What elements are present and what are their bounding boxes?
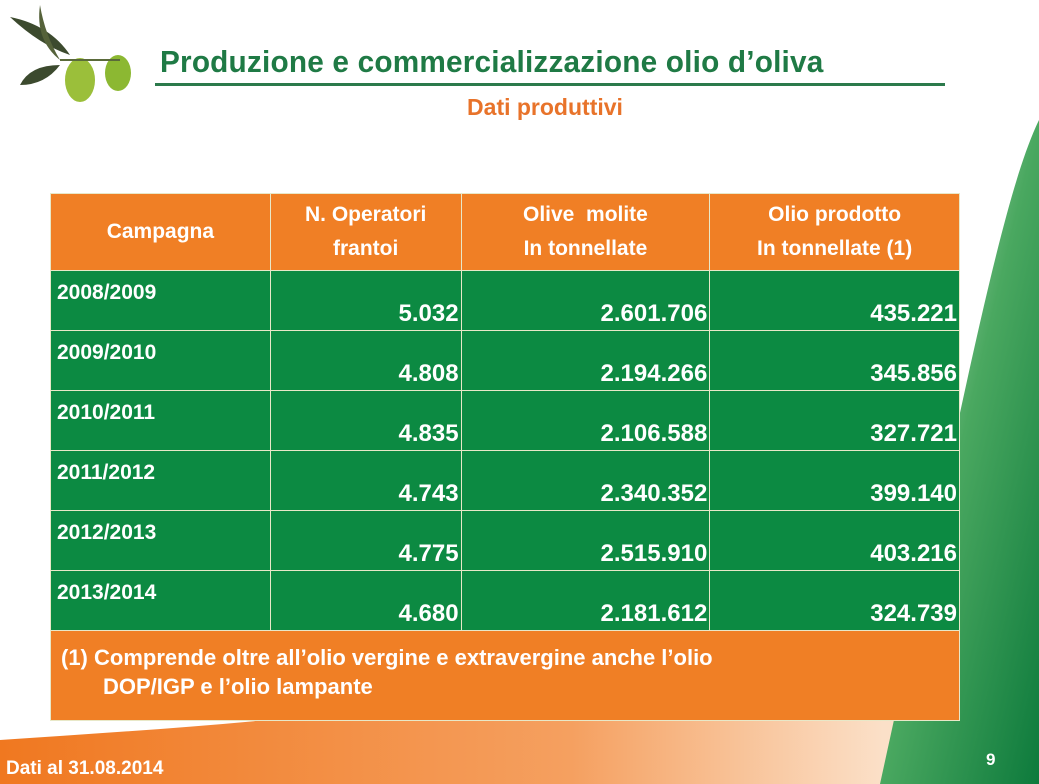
cell-value: 4.808 bbox=[269, 330, 462, 391]
header-label: Olive molite bbox=[522, 203, 648, 226]
page-subtitle: Dati produttivi bbox=[467, 94, 623, 120]
cell-value: 4.680 bbox=[269, 570, 462, 631]
title-underline bbox=[155, 83, 945, 86]
data-date: Dati al 31.08.2014 bbox=[6, 758, 164, 779]
cell-value: 2.515.910 bbox=[460, 510, 711, 571]
header-label: N. Operatori bbox=[304, 203, 427, 226]
table-footnote: (1) Comprende oltre all’olio vergine e e… bbox=[50, 630, 960, 721]
header-label: Olio prodotto bbox=[768, 203, 902, 226]
table-row: 2009/2010 4.808 2.194.266 345.856 bbox=[50, 330, 960, 391]
cell-value: 4.775 bbox=[269, 510, 462, 571]
cell-value: 2.601.706 bbox=[460, 270, 711, 331]
table-header-row: Campagna N. Operatori frantoi Olive molit… bbox=[50, 193, 960, 271]
cell-value: 5.032 bbox=[269, 270, 462, 331]
header-label: Campagna bbox=[106, 220, 215, 243]
cell-campagna: 2011/2012 bbox=[50, 450, 271, 511]
cell-value: 4.835 bbox=[269, 390, 462, 451]
orange-swoosh bbox=[0, 560, 1039, 784]
cell-value: 2.181.612 bbox=[460, 570, 711, 631]
column-header-olio: Olio prodotto In tonnellate (1) bbox=[709, 193, 960, 271]
page-number: 9 bbox=[986, 750, 996, 769]
cell-campagna: 2008/2009 bbox=[50, 270, 271, 331]
cell-value: 324.739 bbox=[709, 570, 960, 631]
footnote-line: DOP/IGP e l’olio lampante bbox=[103, 674, 373, 699]
page-title: Produzione e commercializzazione olio d’… bbox=[160, 44, 824, 79]
cell-campagna: 2013/2014 bbox=[50, 570, 271, 631]
header-label: frantoi bbox=[333, 237, 399, 260]
table-row: 2010/2011 4.835 2.106.588 327.721 bbox=[50, 390, 960, 451]
production-table: Campagna N. Operatori frantoi Olive molit… bbox=[50, 193, 960, 721]
header-label: In tonnellate bbox=[523, 237, 648, 260]
cell-campagna: 2010/2011 bbox=[50, 390, 271, 451]
cell-campagna: 2012/2013 bbox=[50, 510, 271, 571]
table-row: 2013/2014 4.680 2.181.612 324.739 bbox=[50, 570, 960, 631]
cell-value: 2.194.266 bbox=[460, 330, 711, 391]
header-label: In tonnellate (1) bbox=[757, 237, 913, 260]
column-header-operatori: N. Operatori frantoi bbox=[269, 193, 462, 271]
cell-value: 2.340.352 bbox=[460, 450, 711, 511]
table-row: 2011/2012 4.743 2.340.352 399.140 bbox=[50, 450, 960, 511]
column-header-olive: Olive molite In tonnellate bbox=[460, 193, 711, 271]
cell-value: 2.106.588 bbox=[460, 390, 711, 451]
cell-campagna: 2009/2010 bbox=[50, 330, 271, 391]
cell-value: 4.743 bbox=[269, 450, 462, 511]
table-row: 2012/2013 4.775 2.515.910 403.216 bbox=[50, 510, 960, 571]
table-row: 2008/2009 5.032 2.601.706 435.221 bbox=[50, 270, 960, 331]
footnote-line: (1) Comprende oltre all’olio vergine e e… bbox=[61, 645, 713, 670]
cell-value: 399.140 bbox=[709, 450, 960, 511]
table-note-row: (1) Comprende oltre all’olio vergine e e… bbox=[50, 630, 960, 721]
olive-branch-logo bbox=[10, 5, 131, 102]
column-header-campagna: Campagna bbox=[50, 193, 271, 271]
cell-value: 435.221 bbox=[709, 270, 960, 331]
cell-value: 327.721 bbox=[709, 390, 960, 451]
cell-value: 345.856 bbox=[709, 330, 960, 391]
cell-value: 403.216 bbox=[709, 510, 960, 571]
